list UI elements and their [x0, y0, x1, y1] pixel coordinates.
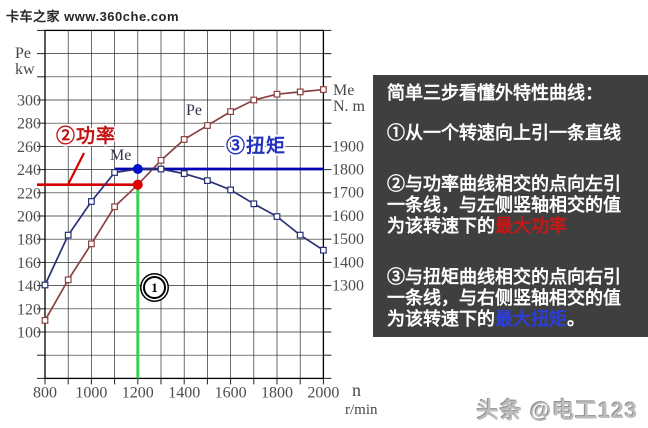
x-tick-label: 800 — [33, 385, 57, 402]
right-axis-name: Me — [333, 82, 355, 99]
power-callout-label: ②功率 — [56, 126, 117, 147]
curve-marker — [180, 136, 188, 143]
torque-intersection-dot — [132, 164, 143, 174]
panel-steps: ①从一个转速向上引一条直线 ②与功率曲线相交的点向左引一条线，与左侧竖轴相交的值为… — [387, 123, 636, 330]
watermark-bottom: 头条 @电工123 — [476, 398, 638, 423]
right-tick-label: 1600 — [332, 208, 364, 225]
panel-step-segment: 。 — [567, 309, 585, 329]
curve-marker — [250, 200, 258, 208]
curve-marker — [320, 246, 327, 254]
torque-callout-label: ③扭矩 — [226, 136, 287, 157]
panel-step-segment: ②与功率曲线相交的点向左引一条线，与左侧竖轴相交的值为该转速下的 — [387, 174, 621, 236]
curve-marker — [250, 96, 258, 104]
plot-frame — [44, 29, 325, 380]
left-tick-label: 300 — [17, 93, 41, 110]
left-axis-name: Pe — [15, 45, 31, 62]
x-tick-label: 1000 — [75, 385, 107, 402]
right-tick-label: 1900 — [332, 138, 364, 155]
torque-curve-label: Me — [110, 147, 132, 164]
x-tick-label: 1400 — [168, 385, 200, 402]
curve-marker — [296, 231, 304, 239]
x-axis-name: n — [352, 380, 361, 400]
watermark-top: 卡车之家 www.360che.com — [6, 9, 180, 24]
left-tick-label: 140 — [17, 278, 41, 295]
left-tick-label: 200 — [17, 209, 41, 226]
x-tick-label: 1600 — [215, 385, 247, 402]
panel-title: 简单三步看懂外特性曲线： — [387, 83, 603, 103]
left-tick-label: 100 — [17, 325, 41, 342]
power-curve-label: Pe — [186, 102, 202, 119]
left-tick-label: 240 — [17, 162, 41, 179]
left-tick-label: 160 — [17, 255, 41, 272]
curve-marker — [296, 88, 304, 96]
curve-marker — [157, 165, 165, 173]
left-tick-label: 260 — [17, 139, 41, 156]
power-callout-leader — [67, 152, 85, 186]
panel-step-segment: ③与扭矩曲线相交的点向右引一条线，与右侧竖轴相交的值为该转速下的 — [387, 267, 621, 329]
right-tick-label: 1400 — [332, 254, 364, 271]
panel-step-segment: 最大功率 — [495, 216, 567, 236]
x-axis-unit: r/min — [345, 402, 378, 418]
curve-marker — [273, 213, 281, 220]
left-tick-label: 120 — [17, 301, 41, 318]
curve-marker — [227, 108, 235, 116]
curve-marker — [41, 317, 49, 324]
curve-marker — [87, 240, 95, 248]
panel-step: ②与功率曲线相交的点向左引一条线，与左侧竖轴相交的值为该转速下的最大功率 — [387, 174, 636, 237]
curve-marker — [204, 122, 211, 129]
panel-step-segment: 最大扭矩 — [495, 309, 567, 329]
right-axis-unit: N. m — [333, 98, 365, 115]
curve-marker — [204, 177, 211, 185]
curve-marker — [64, 231, 72, 239]
curve-marker — [87, 198, 95, 205]
curve-marker — [227, 186, 235, 194]
left-axis-unit: kw — [15, 61, 35, 78]
left-tick-label: 220 — [17, 185, 41, 202]
left-axis-title: Pe kw — [15, 46, 35, 78]
left-tick-label: 180 — [17, 232, 41, 249]
left-tick-label: 280 — [17, 116, 41, 133]
curve-marker — [157, 156, 165, 164]
panel-step: ①从一个转速向上引一条直线 — [387, 123, 636, 144]
right-axis-title: Me N. m — [333, 83, 365, 115]
curve-marker — [41, 281, 49, 289]
power-intersection-dot — [132, 179, 143, 190]
step1-badge: 1 — [143, 276, 166, 299]
curve-marker — [111, 169, 119, 176]
curve-marker — [320, 86, 327, 93]
x-tick-label: 1200 — [122, 385, 154, 402]
right-tick-label: 1800 — [332, 162, 364, 179]
right-tick-label: 1300 — [332, 278, 364, 295]
instruction-panel: 简单三步看懂外特性曲线： ①从一个转速向上引一条直线 ②与功率曲线相交的点向左引一… — [373, 75, 648, 337]
x-tick-label: 1800 — [261, 385, 293, 402]
curve-marker — [180, 170, 188, 178]
panel-step-segment: ①从一个转速向上引一条直线 — [387, 123, 621, 143]
right-tick-label: 1700 — [332, 185, 364, 202]
curve-marker — [64, 276, 72, 284]
panel-step: ③与扭矩曲线相交的点向右引一条线，与右侧竖轴相交的值为该转速下的最大扭矩。 — [387, 267, 636, 330]
curve-marker — [273, 90, 281, 98]
curve-marker — [111, 203, 119, 211]
right-tick-label: 1500 — [332, 231, 364, 248]
x-tick-label: 2000 — [307, 385, 339, 402]
